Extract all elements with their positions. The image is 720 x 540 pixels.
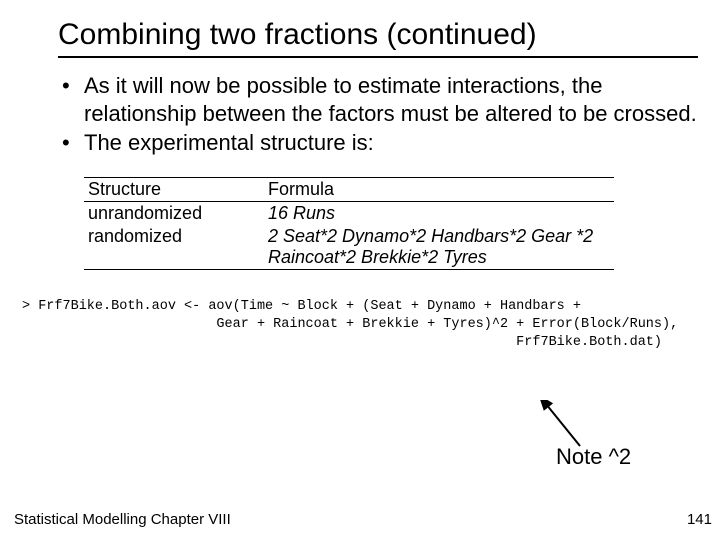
table-header: Structure (84, 178, 264, 202)
table-cell: 16 Runs (264, 201, 614, 225)
bullet-list: • As it will now be possible to estimate… (62, 72, 698, 157)
bullet-item: • As it will now be possible to estimate… (62, 72, 698, 127)
code-line: Gear + Raincoat + Brekkie + Tyres)^2 + E… (22, 317, 678, 332)
bullet-marker: • (62, 72, 84, 127)
bullet-text: The experimental structure is: (84, 129, 698, 157)
code-block: > Frf7Bike.Both.aov <- aov(Time ~ Block … (22, 298, 698, 353)
slide-title: Combining two fractions (continued) (58, 18, 698, 52)
code-line: > Frf7Bike.Both.aov <- aov(Time ~ Block … (22, 299, 581, 314)
table-cell: unrandomized (84, 201, 264, 225)
bullet-marker: • (62, 129, 84, 157)
table-cell: 2 Seat*2 Dynamo*2 Handbars*2 Gear *2 Rai… (264, 225, 614, 269)
arrow-annotation (540, 400, 600, 450)
table-header: Formula (264, 178, 614, 202)
structure-table: Structure Formula unrandomized 16 Runs r… (84, 177, 614, 270)
bullet-text: As it will now be possible to estimate i… (84, 72, 698, 127)
annotation-note: Note ^2 (556, 444, 631, 470)
bullet-item: • The experimental structure is: (62, 129, 698, 157)
footer-left: Statistical Modelling Chapter VIII (14, 511, 231, 528)
table-cell: randomized (84, 225, 264, 269)
footer-page-number: 141 (687, 511, 712, 528)
title-underline (58, 56, 698, 58)
code-line: Frf7Bike.Both.dat) (22, 335, 662, 350)
